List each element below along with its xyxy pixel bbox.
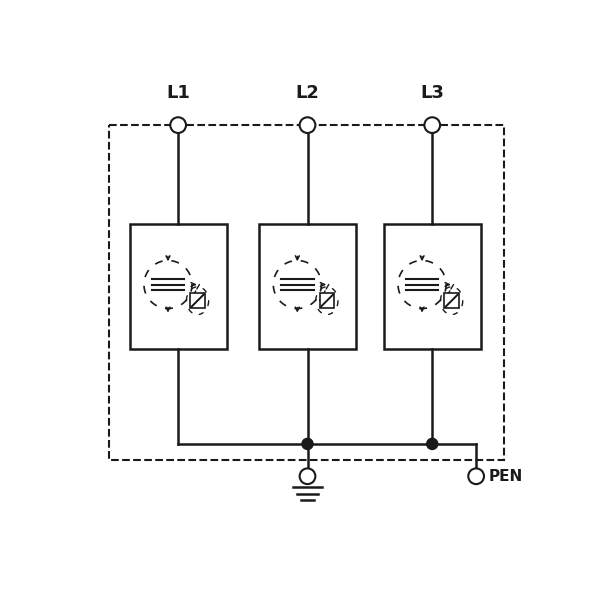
Circle shape [424,117,440,133]
Circle shape [299,117,316,133]
Bar [444,293,459,308]
Circle shape [299,469,316,484]
Bar [109,125,504,460]
Bar [320,293,334,308]
Bar [384,224,481,349]
Text: L2: L2 [296,84,319,102]
Text: L1: L1 [166,84,190,102]
Circle shape [427,439,438,449]
Circle shape [468,469,484,484]
Bar [259,224,356,349]
Circle shape [170,117,186,133]
Bar [130,224,227,349]
Text: PEN: PEN [489,469,523,484]
Circle shape [302,439,313,449]
Bar [190,293,205,308]
Text: L3: L3 [421,84,444,102]
